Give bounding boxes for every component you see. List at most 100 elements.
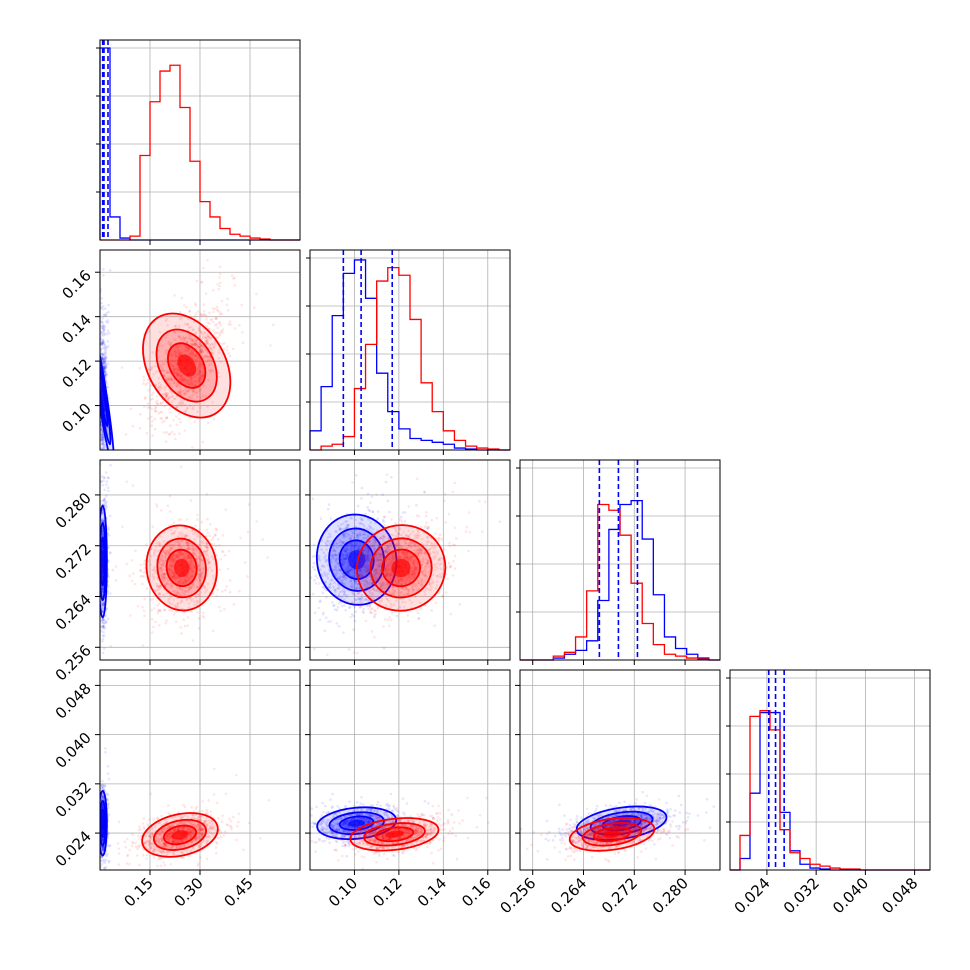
scatter-point	[178, 576, 182, 580]
scatter-point	[186, 542, 190, 546]
scatter-point	[96, 588, 99, 591]
scatter-point	[101, 779, 104, 783]
scatter-point	[208, 355, 212, 358]
scatter-point	[96, 562, 99, 565]
scatter-point	[101, 534, 104, 537]
scatter-point	[176, 355, 180, 358]
scatter-point	[99, 454, 102, 457]
scatter-point	[173, 574, 176, 578]
scatter-point	[188, 542, 191, 545]
scatter-point	[192, 390, 195, 394]
scatter-point	[165, 619, 168, 622]
scatter-point	[101, 438, 104, 441]
scatter-point	[157, 385, 161, 388]
scatter-point	[200, 375, 203, 378]
scatter-point	[147, 388, 150, 392]
scatter-point	[212, 288, 215, 292]
scatter-point	[100, 533, 104, 537]
scatter-point	[179, 402, 182, 406]
scatter-point	[101, 340, 104, 344]
scatter-point	[201, 566, 205, 570]
contour-1-0-0-1	[100, 347, 112, 446]
scatter-point	[146, 378, 150, 381]
scatter-point	[206, 358, 210, 361]
scatter-point	[102, 360, 106, 363]
scatter-point	[171, 571, 175, 575]
scatter-point	[190, 383, 194, 387]
scatter-point	[106, 486, 110, 490]
scatter-point	[97, 714, 100, 717]
scatter-point	[168, 407, 171, 411]
scatter-point	[142, 378, 146, 382]
scatter-point	[185, 541, 189, 544]
scatter-point	[177, 349, 180, 352]
scatter-point	[101, 357, 104, 361]
scatter-point	[213, 533, 217, 537]
scatter-point	[169, 564, 173, 567]
scatter-point	[188, 567, 192, 571]
scatter-point	[173, 590, 177, 593]
scatter-point	[182, 826, 185, 830]
scatter-point	[183, 379, 186, 383]
scatter-point	[101, 634, 105, 638]
scatter-point	[206, 546, 209, 549]
scatter-point	[104, 363, 108, 367]
scatter-point	[200, 280, 204, 284]
scatter-point	[130, 579, 134, 583]
scatter-point	[163, 583, 167, 587]
scatter-point	[170, 584, 173, 587]
scatter-point	[101, 846, 104, 850]
scatter-point	[101, 591, 104, 594]
scatter-point	[129, 407, 133, 411]
scatter-point	[102, 341, 106, 344]
marginal-panel-3	[726, 670, 930, 871]
scatter-point	[153, 410, 157, 413]
scatter-point	[190, 556, 193, 560]
scatter-point	[97, 552, 100, 555]
scatter-point	[102, 498, 105, 502]
scatter-point	[185, 518, 189, 521]
scatter-point	[102, 499, 105, 503]
scatter-point	[143, 597, 146, 601]
scatter-point	[141, 582, 144, 586]
scatter-point	[125, 480, 128, 484]
scatter-point	[208, 827, 212, 831]
scatter-point	[169, 596, 173, 599]
scatter-point	[96, 784, 99, 787]
scatter-point	[188, 309, 191, 313]
scatter-point	[104, 355, 108, 358]
scatter-point	[187, 554, 190, 558]
scatter-point	[216, 309, 220, 313]
scatter-point	[196, 410, 199, 413]
scatter-point	[102, 626, 105, 630]
scatter-point	[158, 566, 161, 570]
scatter-point	[97, 398, 100, 401]
scatter-point	[163, 575, 167, 579]
scatter-point	[199, 349, 203, 352]
scatter-point	[188, 587, 192, 591]
scatter-point	[102, 366, 106, 370]
scatter-point	[158, 388, 162, 392]
scatter-point	[169, 378, 172, 381]
scatter-point	[219, 281, 222, 285]
scatter-point	[187, 586, 191, 590]
scatter-point	[104, 307, 107, 310]
scatter-point	[101, 450, 104, 453]
scatter-point	[190, 574, 194, 578]
scatter-point	[186, 340, 189, 344]
scatter-point	[172, 558, 175, 561]
scatter-point	[168, 609, 171, 612]
scatter-point	[106, 385, 110, 389]
scatter-point	[169, 548, 172, 551]
scatter-point	[171, 845, 174, 848]
scatter-point	[201, 333, 205, 336]
scatter-point	[143, 397, 147, 400]
scatter-point	[266, 556, 269, 559]
scatter-point	[102, 327, 106, 331]
scatter-point	[170, 565, 174, 568]
scatter-point	[189, 566, 192, 569]
density-level-2-0-1-3	[174, 558, 190, 578]
scatter-point	[102, 519, 106, 523]
scatter-point	[183, 377, 186, 380]
scatter-point	[191, 343, 194, 347]
